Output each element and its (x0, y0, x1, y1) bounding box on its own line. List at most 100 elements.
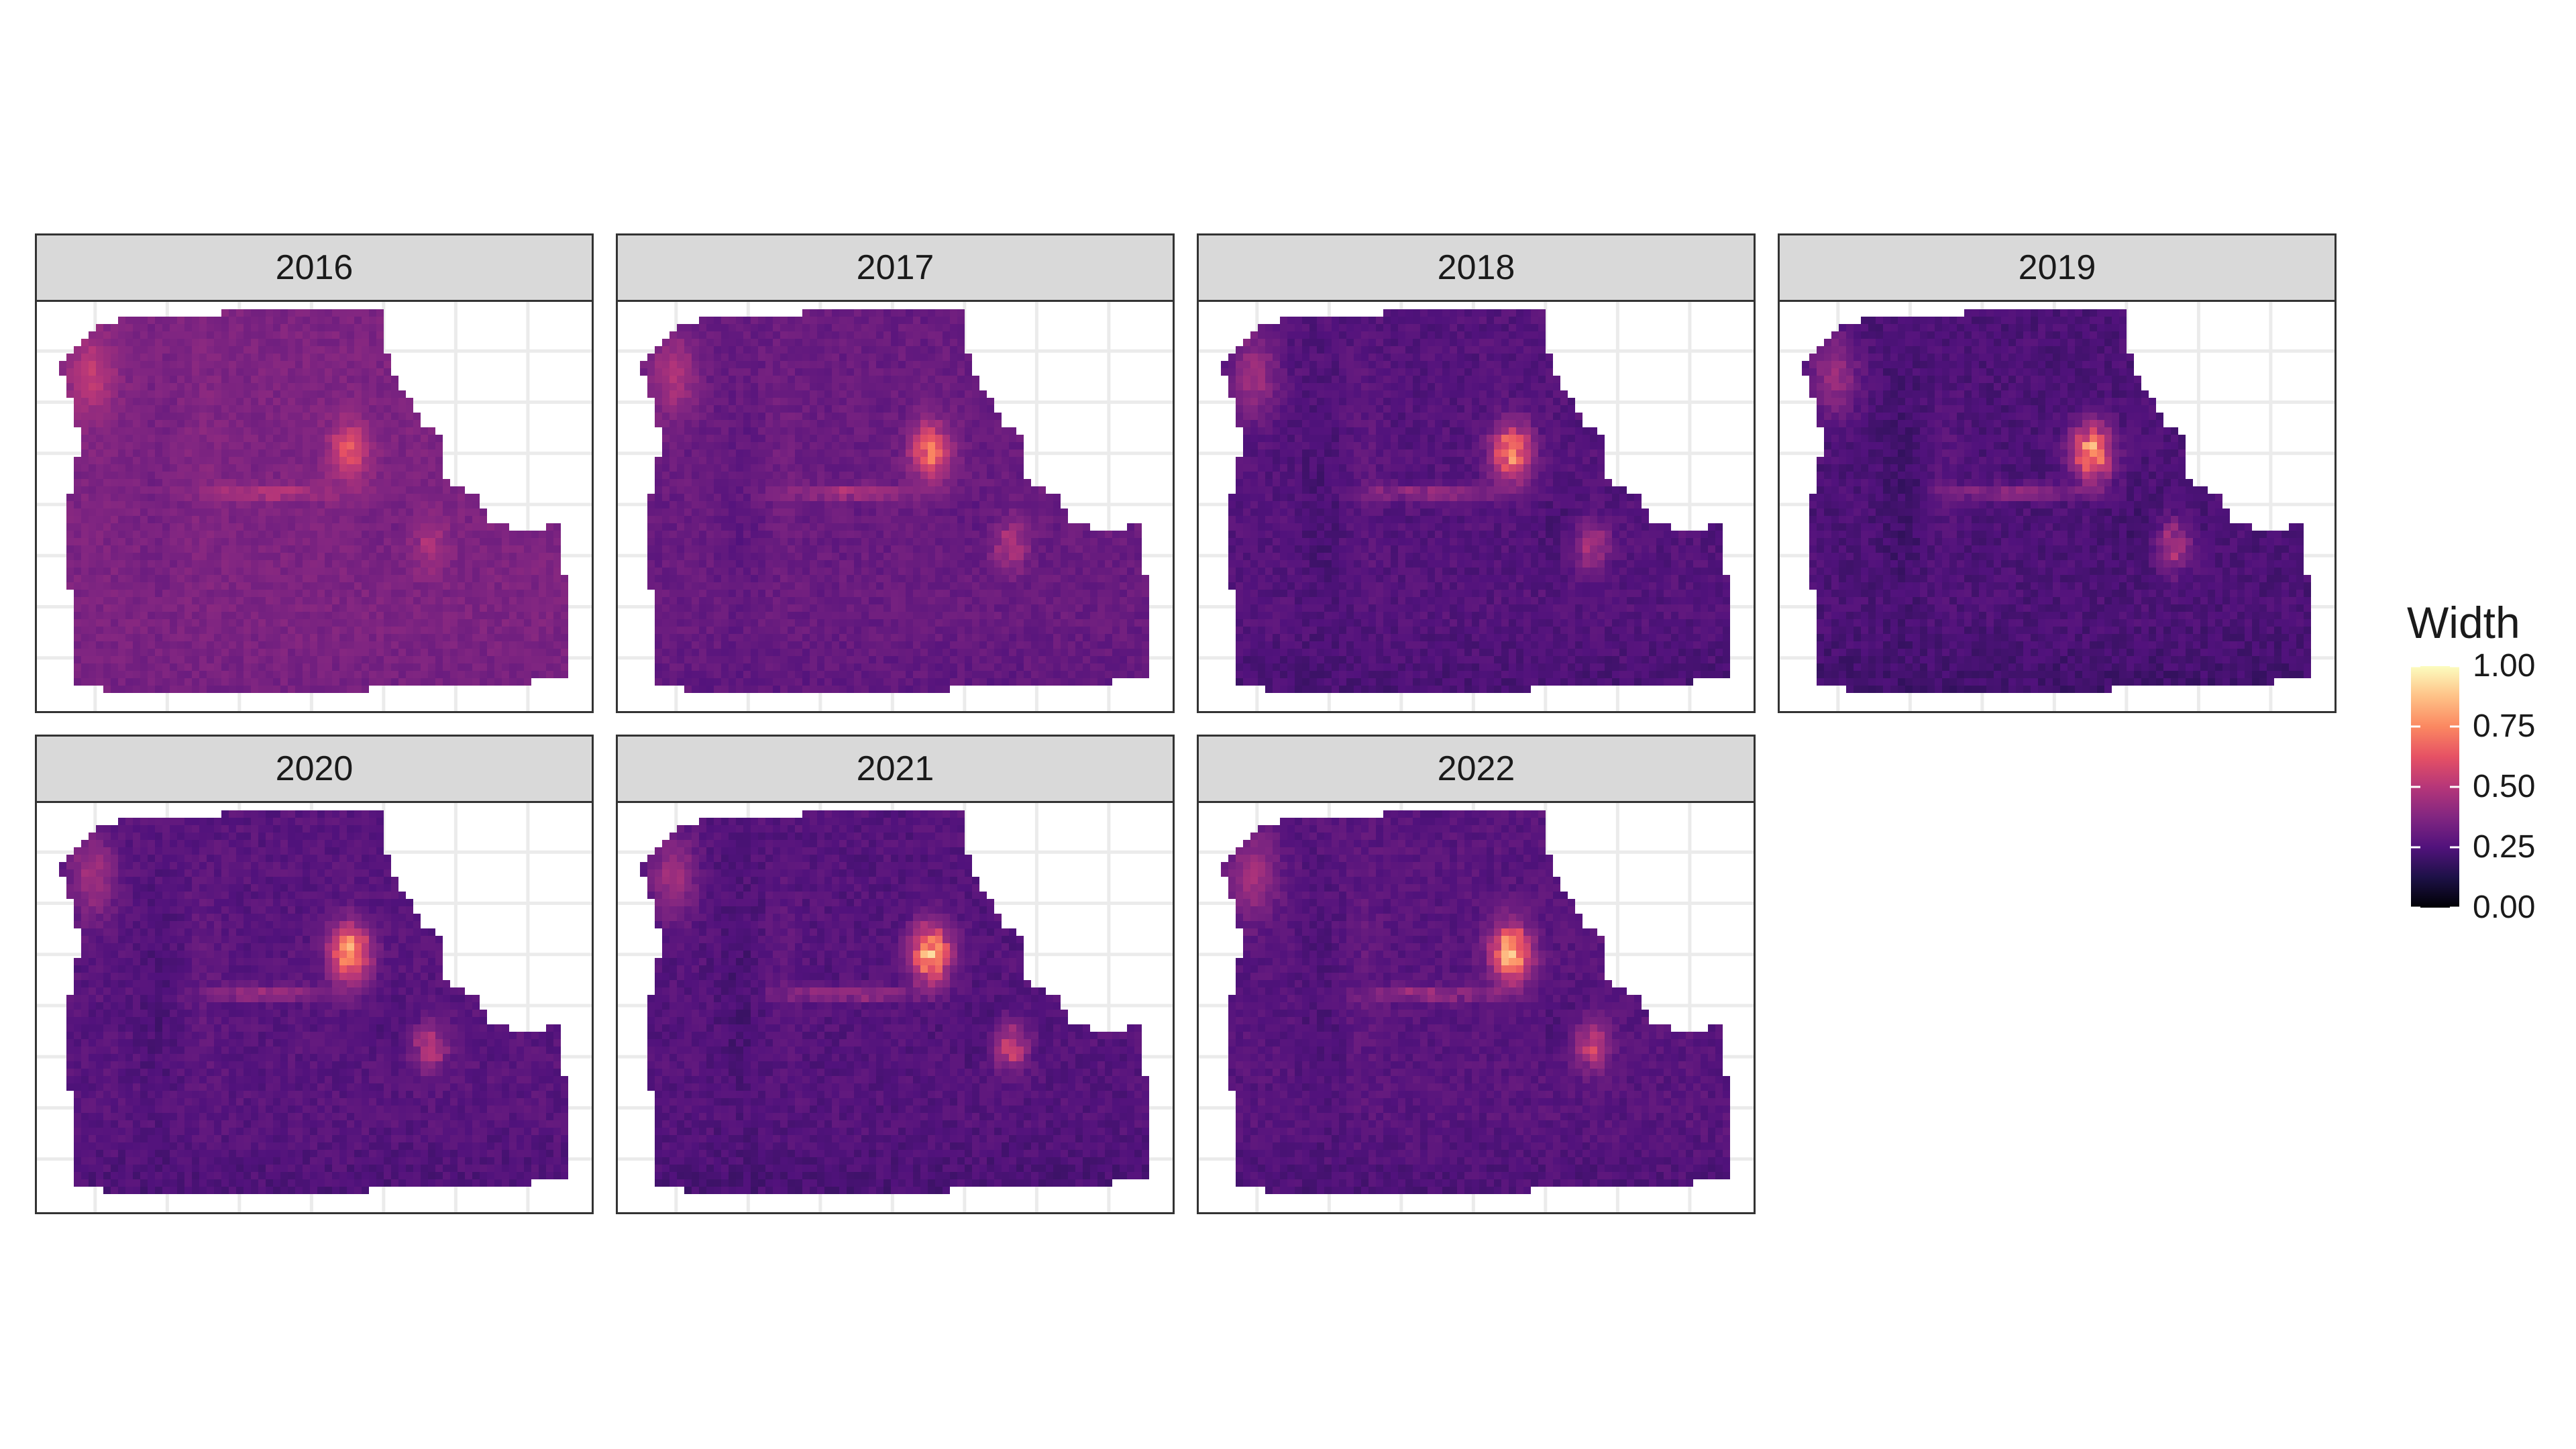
heatmap-cell (706, 575, 714, 582)
heatmap-cell (236, 420, 244, 427)
heatmap-cell (125, 575, 133, 582)
heatmap-cell (192, 376, 199, 383)
heatmap-cell (699, 354, 706, 361)
heatmap-cell (303, 324, 310, 331)
heatmap-cell (472, 575, 480, 582)
heatmap-cell (421, 479, 428, 486)
heatmap-cell (207, 390, 214, 398)
heatmap-cell (369, 413, 376, 420)
heatmap-cell (288, 457, 295, 464)
heatmap-cell (869, 516, 876, 523)
heatmap-cell (162, 339, 170, 346)
heatmap-cell (854, 390, 861, 398)
heatmap-cell (428, 641, 435, 649)
heatmap-cell (669, 390, 677, 398)
heatmap-cell (303, 339, 310, 346)
heatmap-cell (935, 538, 943, 545)
heatmap-cell (883, 383, 891, 390)
heatmap-cell (509, 671, 517, 678)
heatmap-cell (384, 545, 391, 553)
heatmap-cell (384, 508, 391, 516)
heatmap-cell (839, 575, 847, 582)
heatmap-cell (1009, 472, 1016, 479)
heatmap-cell (957, 324, 965, 331)
heatmap-cell (280, 538, 288, 545)
heatmap-cell (214, 663, 221, 671)
heatmap-cell (192, 486, 199, 494)
heatmap-cell (854, 575, 861, 582)
heatmap-cell (177, 671, 184, 678)
heatmap-cell (118, 449, 125, 457)
heatmap-cell (1097, 553, 1105, 560)
heatmap-cell (502, 560, 509, 568)
heatmap-cell (751, 354, 758, 361)
heatmap-cell (898, 339, 906, 346)
heatmap-cell (376, 508, 384, 516)
heatmap-cell (824, 560, 832, 568)
heatmap-cell (362, 420, 369, 427)
heatmap-cell (965, 523, 972, 531)
heatmap-cell (170, 339, 177, 346)
heatmap-cell (935, 435, 943, 442)
heatmap-cell (162, 361, 170, 368)
heatmap-cell (1134, 582, 1142, 590)
heatmap-cell (972, 442, 979, 449)
heatmap-cell (140, 398, 148, 405)
heatmap-cell (398, 405, 406, 413)
heatmap-cell (244, 627, 251, 634)
heatmap-cell (310, 627, 317, 634)
heatmap-cell (251, 538, 258, 545)
heatmap-cell (236, 627, 244, 634)
heatmap-cell (669, 560, 677, 568)
heatmap-cell (502, 531, 509, 538)
heatmap-cell (773, 398, 780, 405)
heatmap-cell (192, 354, 199, 361)
heatmap-cell (140, 560, 148, 568)
heatmap-cell (288, 627, 295, 634)
heatmap-cell (1002, 523, 1009, 531)
heatmap-cell (303, 457, 310, 464)
heatmap-cell (421, 501, 428, 508)
heatmap-cell (118, 516, 125, 523)
heatmap-cell (788, 368, 795, 376)
heatmap-cell (1075, 582, 1083, 590)
heatmap-cell (177, 634, 184, 641)
heatmap-cell (266, 619, 273, 627)
heatmap-cell (765, 398, 773, 405)
heatmap-cell (531, 597, 539, 604)
heatmap-cell (1083, 553, 1090, 560)
heatmap-cell (729, 568, 736, 575)
heatmap-cell (332, 398, 339, 405)
heatmap-cell (920, 324, 928, 331)
heatmap-cell (758, 368, 765, 376)
heatmap-cell (751, 346, 758, 354)
heatmap-cell (266, 531, 273, 538)
heatmap-cell (458, 604, 465, 612)
heatmap-cell (795, 590, 802, 597)
heatmap-cell (391, 457, 398, 464)
heatmap-cell (935, 464, 943, 472)
heatmap-cell (465, 553, 472, 560)
heatmap-cell (758, 582, 765, 590)
heatmap-cell (148, 604, 155, 612)
heatmap-cell (943, 531, 950, 538)
heatmap-cell (391, 619, 398, 627)
heatmap-cell (325, 538, 332, 545)
heatmap-cell (736, 317, 743, 324)
heatmap-cell (943, 508, 950, 516)
heatmap-cell (517, 678, 524, 686)
heatmap-cell (553, 641, 561, 649)
heatmap-cell (788, 376, 795, 383)
heatmap-cell (847, 449, 854, 457)
heatmap-cell (428, 501, 435, 508)
heatmap-cell (133, 339, 140, 346)
heatmap-cell (1016, 568, 1024, 575)
heatmap-cell (140, 413, 148, 420)
heatmap-cell (273, 376, 280, 383)
heatmap-cell (133, 590, 140, 597)
heatmap-cell (214, 486, 221, 494)
heatmap-cell (214, 398, 221, 405)
heatmap-cell (692, 604, 699, 612)
heatmap-cell (229, 671, 236, 678)
heatmap-cell (524, 590, 531, 597)
